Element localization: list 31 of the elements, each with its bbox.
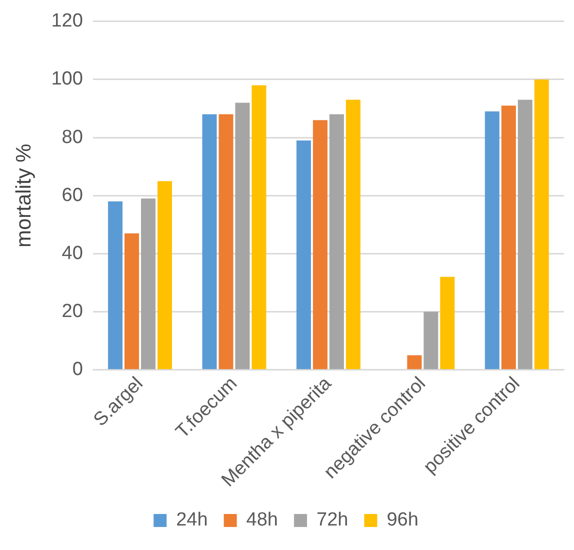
- bar: [407, 355, 422, 370]
- legend-label: 96h: [386, 510, 418, 531]
- bar: [329, 114, 344, 370]
- legend-label: 24h: [176, 510, 208, 531]
- y-tick-label: 0: [72, 359, 83, 380]
- bar: [157, 181, 172, 370]
- bar: [440, 276, 455, 370]
- legend-label: 48h: [246, 510, 278, 531]
- y-tick-label: 100: [51, 68, 83, 90]
- bar: [518, 100, 532, 370]
- y-tick-label: 80: [62, 126, 83, 148]
- y-tick-label: 20: [62, 300, 83, 322]
- bar: [124, 233, 140, 370]
- bar: [141, 198, 156, 370]
- bar: [501, 106, 516, 370]
- bar: [218, 114, 234, 370]
- bar: [252, 85, 266, 370]
- bar: [534, 79, 549, 370]
- bar: [202, 114, 217, 370]
- y-axis-title: mortality %: [12, 144, 36, 248]
- bar: [296, 140, 311, 370]
- bar: [108, 201, 123, 370]
- y-tick-label: 40: [62, 242, 83, 264]
- bar: [312, 120, 328, 370]
- y-tick-label: 120: [51, 10, 83, 32]
- bar: [346, 100, 360, 370]
- bar: [484, 111, 500, 370]
- y-tick-label: 60: [62, 184, 83, 206]
- bar: [235, 102, 250, 370]
- bar: [424, 312, 438, 370]
- legend-label: 72h: [316, 510, 348, 531]
